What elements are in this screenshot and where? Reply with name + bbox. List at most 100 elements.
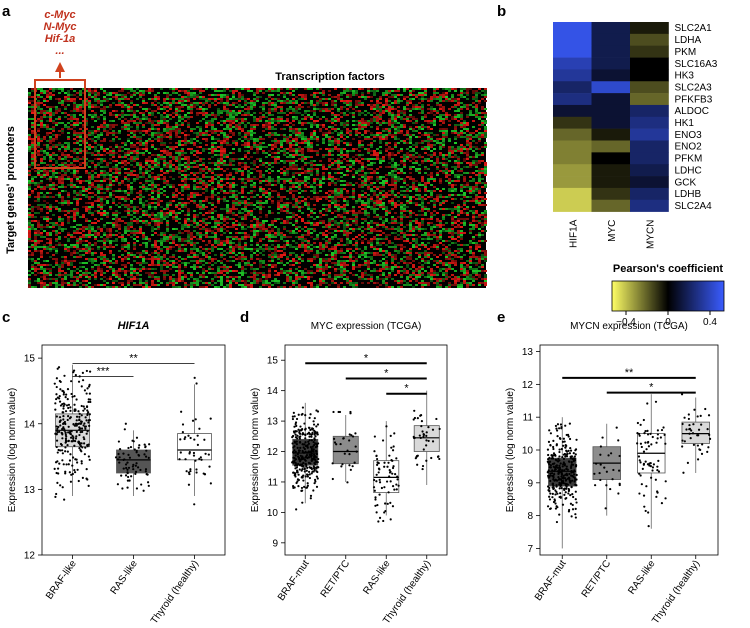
heatmap-a-cell bbox=[109, 150, 112, 152]
heatmap-a-cell bbox=[430, 100, 433, 102]
heatmap-a-cell bbox=[259, 186, 262, 188]
heatmap-a-cell bbox=[460, 108, 463, 110]
heatmap-a-cell bbox=[118, 130, 121, 132]
heatmap-a-cell bbox=[130, 170, 133, 172]
heatmap-a-cell bbox=[61, 102, 64, 104]
heatmap-a-cell bbox=[106, 94, 109, 96]
heatmap-a-cell bbox=[466, 186, 469, 188]
heatmap-a-cell bbox=[202, 114, 205, 116]
heatmap-a-cell bbox=[412, 144, 415, 146]
heatmap-a-cell bbox=[379, 134, 382, 136]
heatmap-a-cell bbox=[271, 180, 274, 182]
heatmap-a-cell bbox=[55, 194, 58, 196]
heatmap-a-cell bbox=[412, 104, 415, 106]
heatmap-a-cell bbox=[73, 126, 76, 128]
heatmap-a-cell bbox=[283, 178, 286, 180]
heatmap-a-cell bbox=[274, 120, 277, 122]
heatmap-a-cell bbox=[127, 110, 130, 112]
heatmap-a-cell bbox=[49, 106, 52, 108]
heatmap-a-cell bbox=[346, 100, 349, 102]
heatmap-a-cell bbox=[430, 144, 433, 146]
heatmap-a-cell bbox=[298, 184, 301, 186]
heatmap-a-cell bbox=[100, 184, 103, 186]
heatmap-a-cell bbox=[208, 124, 211, 126]
heatmap-a-cell bbox=[118, 98, 121, 100]
heatmap-a-cell bbox=[442, 188, 445, 190]
heatmap-a-cell bbox=[88, 92, 91, 94]
heatmap-a-cell bbox=[130, 210, 133, 212]
heatmap-a-cell bbox=[166, 116, 169, 118]
heatmap-a-cell bbox=[160, 200, 163, 202]
heatmap-a-cell bbox=[403, 182, 406, 184]
heatmap-a-cell bbox=[415, 130, 418, 132]
heatmap-a-cell bbox=[409, 114, 412, 116]
heatmap-a-cell bbox=[196, 136, 199, 138]
heatmap-a-cell bbox=[199, 200, 202, 202]
heatmap-a-cell bbox=[91, 176, 94, 178]
heatmap-a-cell bbox=[37, 146, 40, 148]
heatmap-a-cell bbox=[154, 190, 157, 192]
heatmap-a-cell bbox=[370, 188, 373, 190]
heatmap-a-cell bbox=[190, 88, 193, 90]
heatmap-a-cell bbox=[40, 126, 43, 128]
heatmap-a-cell bbox=[346, 120, 349, 122]
heatmap-a-cell bbox=[172, 164, 175, 166]
heatmap-a-cell bbox=[97, 134, 100, 136]
heatmap-a-cell bbox=[151, 180, 154, 182]
heatmap-a-cell bbox=[412, 118, 415, 120]
heatmap-a-cell bbox=[175, 142, 178, 144]
heatmap-a-cell bbox=[406, 130, 409, 132]
heatmap-a-cell bbox=[376, 196, 379, 198]
heatmap-a-cell bbox=[292, 172, 295, 174]
heatmap-a-cell bbox=[460, 148, 463, 150]
heatmap-a-cell bbox=[418, 164, 421, 166]
heatmap-a-cell bbox=[346, 150, 349, 152]
heatmap-a-cell bbox=[190, 150, 193, 152]
heatmap-a-cell bbox=[181, 152, 184, 154]
heatmap-a-cell bbox=[328, 110, 331, 112]
heatmap-a-cell bbox=[226, 88, 229, 90]
heatmap-a-cell bbox=[391, 194, 394, 196]
heatmap-a-cell bbox=[52, 134, 55, 136]
heatmap-a-cell bbox=[337, 118, 340, 120]
heatmap-a-cell bbox=[70, 210, 73, 212]
heatmap-a-cell bbox=[184, 206, 187, 208]
heatmap-a-cell bbox=[145, 186, 148, 188]
heatmap-a-cell bbox=[454, 100, 457, 102]
heatmap-a-cell bbox=[61, 170, 64, 172]
heatmap-a-cell bbox=[73, 172, 76, 174]
heatmap-a-cell bbox=[478, 140, 481, 142]
heatmap-a-cell bbox=[196, 134, 199, 136]
heatmap-a-cell bbox=[124, 152, 127, 154]
heatmap-a-cell bbox=[58, 180, 61, 182]
heatmap-a-cell bbox=[400, 202, 403, 204]
heatmap-a-cell bbox=[220, 208, 223, 210]
heatmap-a-cell bbox=[439, 116, 442, 118]
heatmap-a-cell bbox=[334, 104, 337, 106]
heatmap-a-cell bbox=[223, 122, 226, 124]
heatmap-a-cell bbox=[379, 186, 382, 188]
heatmap-a-cell bbox=[355, 92, 358, 94]
heatmap-a-cell bbox=[196, 204, 199, 206]
heatmap-a-cell bbox=[235, 102, 238, 104]
heatmap-a-cell bbox=[106, 190, 109, 192]
heatmap-a-cell bbox=[478, 132, 481, 134]
heatmap-a-cell bbox=[124, 172, 127, 174]
heatmap-a-cell bbox=[379, 114, 382, 116]
heatmap-a-cell bbox=[328, 190, 331, 192]
heatmap-a-cell bbox=[205, 130, 208, 132]
heatmap-a-cell bbox=[382, 182, 385, 184]
heatmap-a-cell bbox=[220, 116, 223, 118]
heatmap-a-cell bbox=[409, 176, 412, 178]
heatmap-a-cell bbox=[232, 98, 235, 100]
heatmap-a-cell bbox=[181, 150, 184, 152]
heatmap-a-cell bbox=[73, 130, 76, 132]
heatmap-a-cell bbox=[202, 118, 205, 120]
heatmap-a-cell bbox=[343, 174, 346, 176]
heatmap-a-cell bbox=[31, 176, 34, 178]
heatmap-a-cell bbox=[262, 152, 265, 154]
heatmap-a-cell bbox=[280, 110, 283, 112]
heatmap-a-cell bbox=[79, 186, 82, 188]
heatmap-a-cell bbox=[139, 122, 142, 124]
heatmap-a-cell bbox=[424, 158, 427, 160]
